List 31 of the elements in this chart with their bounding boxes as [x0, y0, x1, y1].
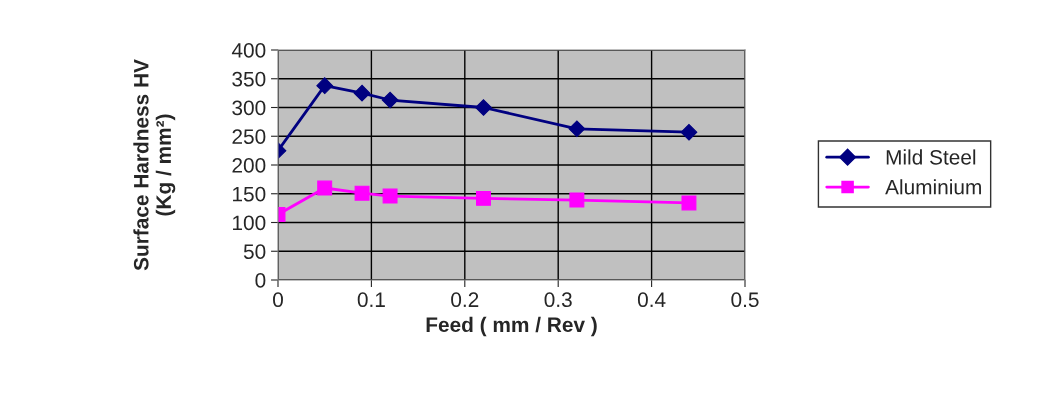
legend-label: Mild Steel [886, 149, 976, 165]
point [475, 99, 492, 116]
point [681, 195, 697, 211]
y-tick-label: 300 [232, 100, 266, 116]
y-tick-label: 350 [232, 71, 266, 87]
x-tick-label: 0.4 [637, 292, 666, 308]
y-tick-label: 200 [232, 158, 266, 173]
point [354, 185, 370, 201]
y-tick-label: 100 [233, 215, 266, 231]
point [569, 192, 585, 208]
x-tick-label: 0.2 [451, 292, 479, 308]
y-axis-title: Surface Hardness HV (Kg / mm²) [133, 59, 176, 271]
point [382, 188, 398, 204]
point [316, 77, 334, 95]
legend-label: Aluminium [885, 179, 981, 195]
point [317, 180, 333, 196]
y-tick-label: 50 [243, 244, 266, 259]
point [680, 123, 698, 141]
point [476, 190, 491, 206]
x-tick-label: 0.1 [357, 292, 385, 308]
y-tick-label: 250 [232, 129, 266, 144]
y-tick-label: 400 [231, 43, 266, 58]
point [381, 91, 399, 109]
x-tick-label: 0.3 [544, 292, 572, 308]
point [353, 84, 371, 102]
x-tick-label: 0 [273, 292, 283, 308]
x-tick-label: 0.5 [731, 292, 759, 308]
y-tick-label: 0 [255, 273, 266, 288]
x-axis-title: Feed ( mm / Rev ) [426, 316, 597, 337]
y-tick-label: 150 [233, 186, 266, 202]
point [568, 120, 586, 138]
